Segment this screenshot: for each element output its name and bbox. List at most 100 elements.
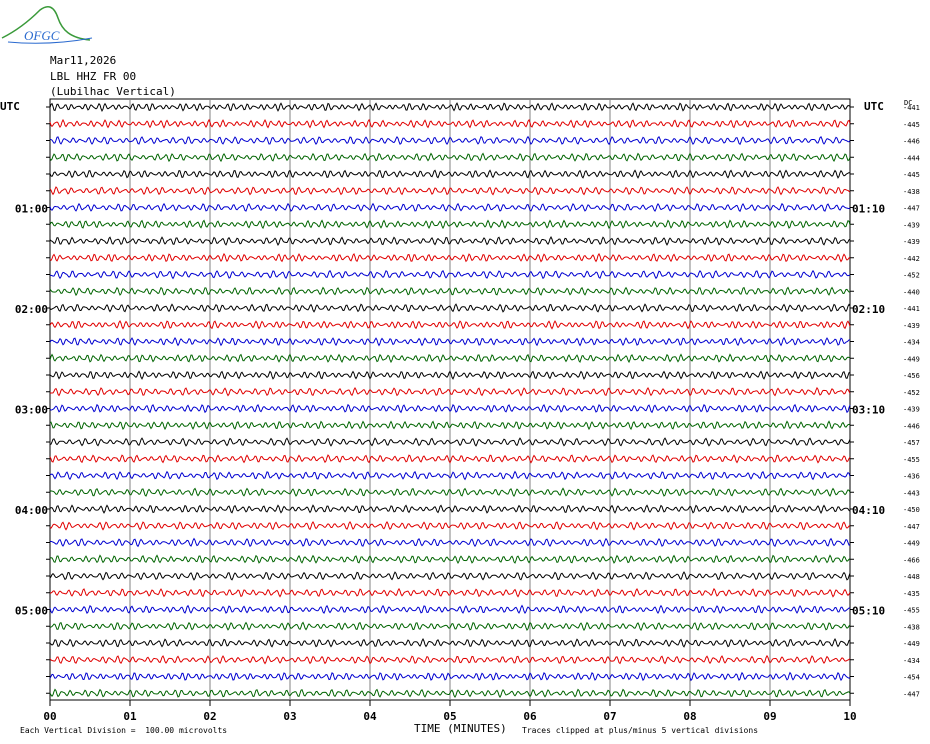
dc-value: -454	[903, 674, 920, 682]
x-tick-label: 05	[443, 710, 456, 723]
x-tick-label: 02	[203, 710, 216, 723]
x-tick-label: 00	[43, 710, 56, 723]
trace-line	[49, 554, 851, 565]
ofgc-logo: OFGC	[1, 5, 93, 44]
dc-value: -439	[903, 322, 920, 330]
trace-line	[49, 152, 851, 163]
dc-value: -446	[903, 138, 920, 146]
dc-value: -441	[903, 305, 920, 313]
right-time-labels: 01:10 02:10 03:10 04:10 05:10	[852, 203, 885, 618]
trace-line	[49, 319, 851, 330]
trace-line	[49, 638, 851, 648]
trace-line	[49, 286, 851, 297]
trace-line	[49, 437, 851, 447]
trace-line	[49, 186, 851, 196]
dc-value: -445	[903, 171, 920, 179]
trace-line	[49, 487, 851, 498]
dc-value: -440	[903, 288, 920, 296]
dc-value: -438	[903, 188, 920, 196]
plot-grid	[46, 98, 854, 706]
dc-value: -449	[903, 640, 920, 648]
trace-line	[49, 252, 851, 263]
dc-value: -447	[903, 523, 920, 531]
right-time-label: 01:10	[852, 203, 885, 216]
x-tick-label: 03	[283, 710, 296, 723]
dc-value: -439	[903, 221, 920, 229]
trace-line	[49, 169, 851, 179]
trace-line	[49, 236, 851, 246]
dc-value: -434	[903, 657, 920, 665]
trace-line	[49, 520, 851, 531]
trace-line	[49, 269, 851, 280]
logo-text: OFGC	[24, 28, 60, 43]
dc-value: -450	[903, 506, 920, 514]
trace-line	[49, 118, 851, 129]
x-tick-label: 08	[683, 710, 696, 723]
x-tick-label: 09	[763, 710, 776, 723]
x-tick-label: 10	[843, 710, 856, 723]
dc-value: -446	[903, 422, 920, 430]
trace-line	[49, 504, 851, 514]
left-axis-title: UTC	[0, 100, 20, 113]
x-tick-labels: 00 01 02 03 04 05 06 07 08 09 10	[43, 710, 856, 723]
trace-line	[49, 537, 851, 548]
right-time-label: 04:10	[852, 504, 885, 517]
dc-value: -447	[903, 205, 920, 213]
right-time-label: 05:10	[852, 605, 885, 618]
dc-value: -466	[903, 556, 920, 564]
dc-value: -441	[903, 104, 920, 112]
trace-line	[49, 604, 851, 615]
trace-line	[49, 403, 851, 414]
x-tick-label: 07	[603, 710, 616, 723]
trace-line	[49, 353, 851, 364]
trace-line	[49, 135, 851, 146]
dc-value: -452	[903, 272, 920, 280]
dc-value: -449	[903, 355, 920, 363]
dc-value: -434	[903, 339, 920, 347]
trace-line	[49, 386, 851, 397]
left-time-label: 05:00	[15, 605, 48, 618]
trace-line	[49, 470, 851, 481]
footer-division: Each Vertical Division = 100.00 microvol…	[20, 726, 228, 735]
right-time-label: 02:10	[852, 303, 885, 316]
dc-value: -456	[903, 372, 920, 380]
trace-line	[49, 102, 851, 113]
left-time-label: 01:00	[15, 203, 48, 216]
left-time-label: 03:00	[15, 404, 48, 417]
trace-group	[49, 102, 851, 699]
dc-value: -435	[903, 590, 920, 598]
trace-line	[49, 219, 851, 230]
trace-line	[49, 621, 851, 632]
dc-value: -455	[903, 607, 920, 615]
trace-line	[49, 671, 851, 682]
dc-value: -455	[903, 456, 920, 464]
trace-line	[49, 370, 851, 380]
dc-value: -436	[903, 473, 920, 481]
left-time-labels: 01:00 02:00 03:00 04:00 05:00	[15, 203, 48, 618]
left-time-label: 02:00	[15, 303, 48, 316]
dc-value: -439	[903, 238, 920, 246]
x-tick-label: 01	[123, 710, 137, 723]
dc-value: -444	[903, 154, 920, 162]
trace-line	[49, 202, 851, 213]
dc-value: -445	[903, 121, 920, 129]
footer-clip-note: Traces clipped at plus/minus 5 vertical …	[522, 726, 759, 735]
trace-line	[49, 688, 851, 699]
dc-value: -442	[903, 255, 920, 263]
dc-value: -439	[903, 406, 920, 414]
dc-title: DC	[904, 99, 913, 107]
right-time-label: 03:10	[852, 404, 885, 417]
trace-line	[49, 454, 851, 464]
x-tick-label: 04	[363, 710, 377, 723]
dc-value: -438	[903, 623, 920, 631]
left-time-label: 04:00	[15, 504, 48, 517]
dc-value: -452	[903, 389, 920, 397]
dc-value: -448	[903, 573, 920, 581]
dc-value: -443	[903, 489, 920, 497]
dc-value: -449	[903, 540, 920, 548]
dc-value-labels: -441 -445 -446 -444 -445 -438 -447 -439 -439 -442…	[903, 104, 920, 698]
header-location: (Lubilhac Vertical)	[50, 85, 176, 98]
x-axis-label: TIME (MINUTES)	[414, 722, 507, 735]
trace-line	[49, 336, 851, 347]
